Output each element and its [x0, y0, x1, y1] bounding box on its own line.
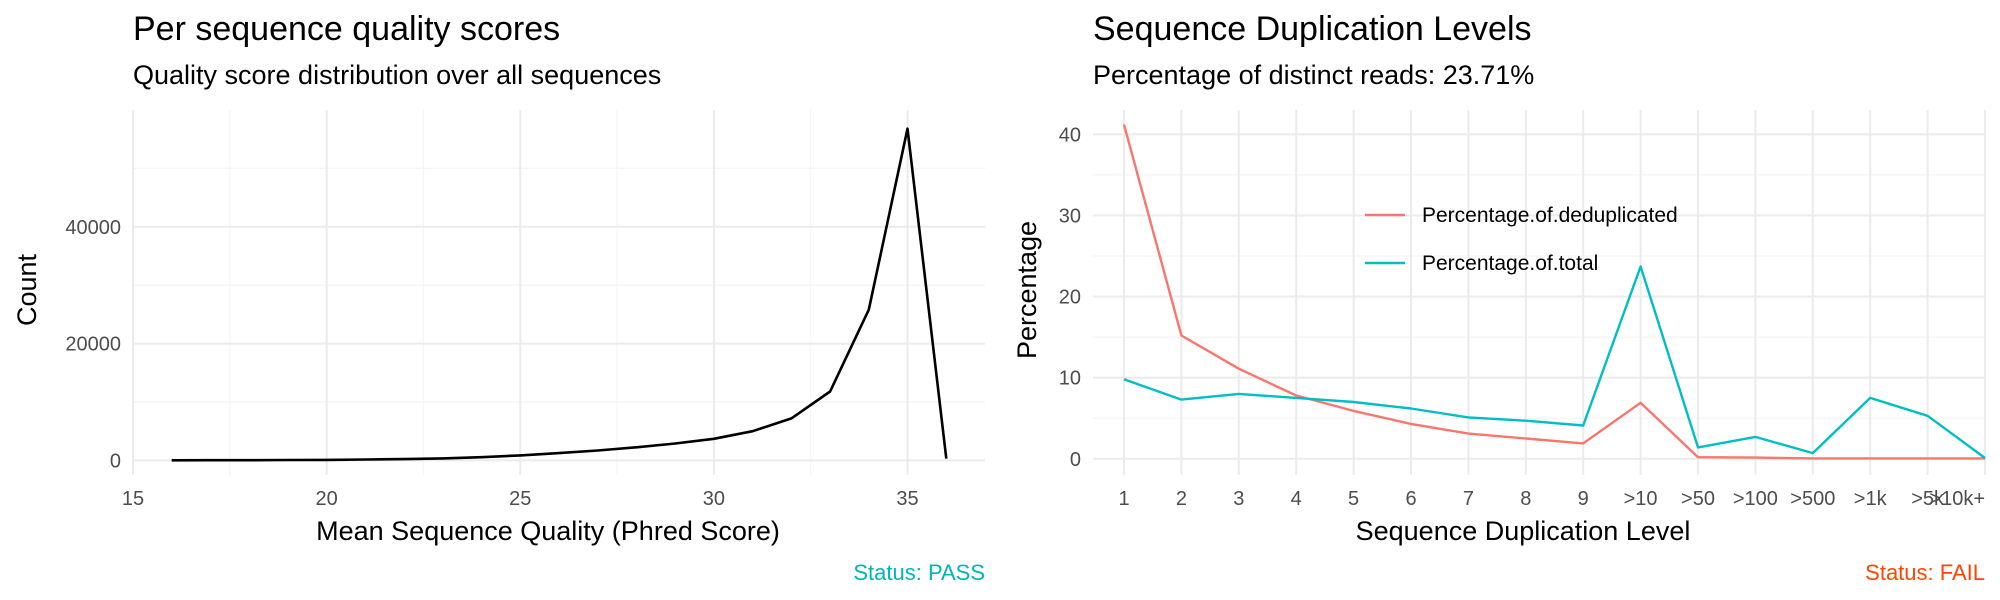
chart1-title: Per sequence quality scores: [133, 10, 560, 48]
chart2-series-line: [1122, 124, 1985, 460]
chart-quality-scores: Per sequence quality scores Quality scor…: [12, 10, 985, 585]
chart2-status: Status: FAIL: [1865, 560, 1985, 585]
chart1-y-tick-label: 40000: [65, 217, 121, 239]
chart2-x-tick-label: 3: [1233, 488, 1244, 510]
chart2-x-axis-title: Sequence Duplication Level: [1356, 516, 1691, 546]
chart2-x-tick-label: >5k: [1911, 488, 1945, 510]
chart2-x-tick-label: >10k+: [1929, 488, 1985, 510]
chart2-x-tick-label: >10: [1624, 488, 1658, 510]
chart1-x-tick-label: 15: [122, 488, 144, 510]
chart2-x-tick-label: 6: [1405, 488, 1416, 510]
chart1-subtitle: Quality score distribution over all sequ…: [133, 60, 661, 90]
chart1-series-line: [171, 127, 948, 462]
chart2-legend-label: Percentage.of.total: [1422, 252, 1598, 275]
chart2-x-tick-label: 1: [1118, 488, 1129, 510]
chart2-y-tick-labels: 0 10 20 30 40: [1059, 124, 1081, 470]
chart1-status: Status: PASS: [853, 560, 985, 585]
chart2-x-tick-label: 5: [1348, 488, 1359, 510]
chart2-x-tick-label: >1k: [1854, 488, 1888, 510]
chart2-legend: Percentage.of.deduplicated Percentage.of.…: [1365, 204, 1678, 275]
chart1-grid: [132, 110, 985, 475]
chart2-series-line: [1123, 265, 1986, 459]
chart2-x-tick-label: 2: [1176, 488, 1187, 510]
chart1-x-tick-label: 35: [896, 488, 918, 510]
chart2-x-tick-label: 9: [1578, 488, 1589, 510]
chart1-y-tick-label: 20000: [65, 334, 121, 356]
chart2-title: Sequence Duplication Levels: [1093, 10, 1532, 48]
chart1-y-tick-labels: 0 20000 40000: [65, 217, 121, 473]
chart2-x-tick-labels: 1 2 3 4 5 6 7 8 9 >10 >50 >100 >500 >1k >5k>10k+: [1118, 488, 1985, 510]
chart2-x-tick-label: 7: [1463, 488, 1474, 510]
chart1-x-tick-label: 30: [703, 488, 725, 510]
chart1-x-tick-labels: 15 20 25 30 35: [122, 488, 919, 510]
chart2-y-tick-label: 10: [1059, 368, 1081, 390]
chart1-series: [171, 127, 948, 462]
chart2-y-tick-label: 0: [1070, 449, 1081, 471]
chart2-y-axis-title: Percentage: [1012, 221, 1042, 359]
chart2-series: [1122, 124, 1986, 460]
chart2-legend-label: Percentage.of.deduplicated: [1422, 204, 1678, 227]
chart2-grid: [1093, 110, 1986, 475]
chart1-y-tick-label: 0: [110, 450, 121, 472]
chart1-y-axis-title: Count: [12, 253, 42, 326]
chart2-x-tick-label: >100: [1733, 488, 1778, 510]
chart-duplication-levels: Sequence Duplication Levels Percentage o…: [1012, 10, 1986, 585]
chart1-x-axis-title: Mean Sequence Quality (Phred Score): [316, 516, 780, 546]
chart2-x-tick-label: 8: [1520, 488, 1531, 510]
chart2-subtitle: Percentage of distinct reads: 23.71%: [1093, 60, 1534, 90]
chart1-x-tick-label: 25: [509, 488, 531, 510]
chart2-y-tick-label: 20: [1059, 287, 1081, 309]
chart2-y-tick-label: 40: [1059, 124, 1081, 146]
chart1-x-tick-label: 20: [316, 488, 338, 510]
chart2-x-tick-label: >500: [1790, 488, 1835, 510]
chart2-x-tick-label: >50: [1681, 488, 1715, 510]
chart2-y-tick-label: 30: [1059, 205, 1081, 227]
chart2-x-tick-label: 4: [1291, 488, 1302, 510]
